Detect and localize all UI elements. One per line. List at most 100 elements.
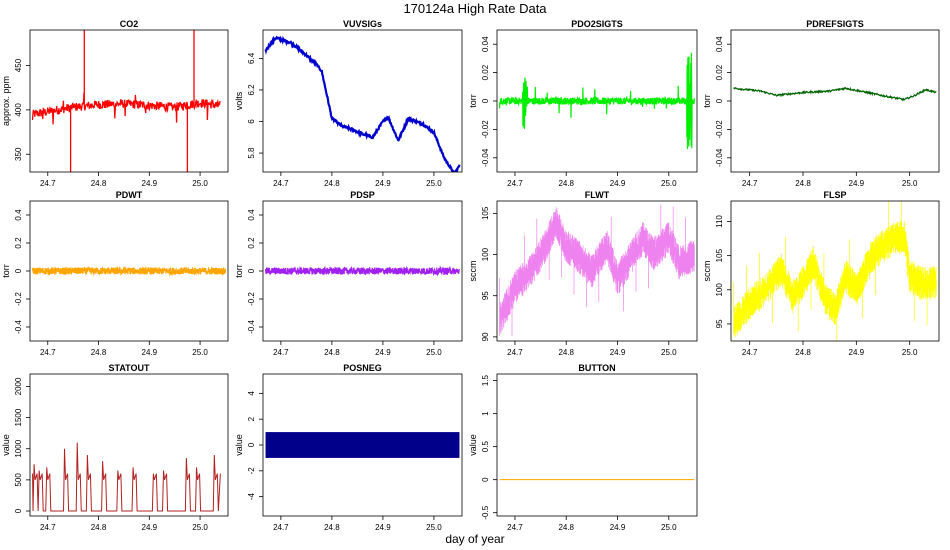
y-tick-label: 0 [481, 98, 490, 103]
x-tick-label: 24.9 [375, 179, 391, 188]
x-tick-label: 24.8 [324, 179, 340, 188]
x-tick-label: 24.8 [795, 348, 811, 357]
x-tick-label: 25.0 [661, 523, 677, 532]
x-tick-label: 24.9 [142, 523, 158, 532]
y-tick-label: 100 [481, 247, 490, 261]
x-tick-label: 24.9 [142, 348, 158, 357]
y-tick-label: 0.2 [14, 237, 23, 249]
panel-title: PDSP [350, 190, 375, 200]
co2-series-line [31, 30, 221, 172]
x-tick-label: 24.9 [610, 348, 626, 357]
y-tick-label: 1 [481, 411, 490, 416]
x-tick-label: 24.7 [273, 348, 289, 357]
flwt-series-band [499, 204, 695, 336]
y-tick-label: 90 [481, 332, 490, 341]
y-tick-label: 0 [481, 477, 490, 482]
y-tick-label: -0.04 [715, 148, 724, 167]
panel-flsp: FLSP sccm 24.7 24.8 24.9 25.0 95 100 105 110 [702, 190, 940, 357]
x-tick-label: 24.8 [91, 348, 107, 357]
y-tick-label: 0.2 [247, 237, 256, 249]
y-tick-label: 1500 [14, 408, 23, 426]
series-group [31, 30, 221, 172]
panel-pdsp: PDSP torr 24.7 24.8 24.9 25.0 -0.4 -0.2 0 0.2 0.4 [234, 190, 463, 357]
x-tick-label: 24.8 [558, 348, 574, 357]
y-tick-label: -4 [247, 493, 256, 501]
x-tick-label: 25.0 [192, 179, 208, 188]
series-group [733, 86, 937, 102]
x-tick-label: 24.7 [40, 348, 56, 357]
panel-pdrefsigts: PDREFSIGTS torr 24.7 24.8 24.9 25.0 -0.04 -0.02… [702, 19, 940, 188]
x-tick-label: 24.8 [558, 523, 574, 532]
pdrefsigts-series-line [733, 86, 937, 102]
y-tick-label: 4 [247, 391, 256, 396]
y-tick-label: 1.5 [481, 374, 490, 386]
x-tick-label: 25.0 [902, 348, 918, 357]
y-tick-label: 1000 [14, 439, 23, 457]
panel-pdo2sigts: PDO2SIGTS torr 24.7 24.8 24.9 25.0 -0.04 -0.02 0… [468, 19, 698, 188]
x-tick-label: 24.7 [507, 348, 523, 357]
y-tick-label: 105 [715, 248, 724, 262]
y-tick-label: 0.04 [481, 36, 490, 52]
y-tick-label: 0.5 [481, 441, 490, 453]
vuvsigs-series-line [264, 35, 461, 172]
x-tick-label: 24.9 [375, 523, 391, 532]
y-tick-label: 0 [14, 268, 23, 273]
panel-title: VUVSIGs [343, 19, 382, 29]
pdsp-series-line [265, 265, 460, 277]
panel-statout: STATOUT value 24.7 24.8 24.9 25.0 0 500 1000 1500… [1, 363, 229, 532]
x-tick-label: 24.9 [849, 179, 865, 188]
x-tick-label: 24.7 [40, 523, 56, 532]
y-tick-label: 0.02 [715, 64, 724, 80]
y-tick-label: 450 [14, 58, 23, 72]
panel-title: STATOUT [109, 363, 150, 373]
series-group [32, 442, 221, 512]
y-tick-label: -2 [247, 467, 256, 475]
y-axis-label: torr [702, 94, 712, 108]
y-tick-label: -0.2 [14, 292, 23, 306]
y-axis-label: torr [1, 264, 11, 278]
x-tick-label: 24.8 [795, 179, 811, 188]
plot-frame [29, 29, 229, 173]
y-tick-label: 0.04 [715, 36, 724, 52]
x-tick-label: 24.7 [507, 179, 523, 188]
y-axis-label: sccm [468, 261, 478, 282]
x-tick-label: 24.7 [507, 523, 523, 532]
y-tick-label: 400 [14, 103, 23, 117]
y-tick-label: 0.02 [481, 64, 490, 80]
panel-title: FLWT [585, 190, 610, 200]
x-tick-label: 24.7 [742, 179, 758, 188]
panel-title: PDO2SIGTS [571, 19, 623, 29]
series-group [499, 52, 695, 150]
x-tick-label: 25.0 [902, 179, 918, 188]
pdo2sigts-series-line [499, 52, 695, 150]
panel-title: CO2 [120, 19, 139, 29]
x-tick-label: 25.0 [426, 523, 442, 532]
y-axis-label: value [234, 434, 244, 456]
panel-pdwt: PDWT torr 24.7 24.8 24.9 25.0 -0.4 -0.2 0 0.2 0.4 [1, 190, 229, 357]
y-tick-label: -0.4 [247, 320, 256, 334]
panel-title: PDREFSIGTS [806, 19, 864, 29]
y-tick-label: 100 [715, 283, 724, 297]
x-tick-label: 24.8 [91, 523, 107, 532]
y-axis-label: volts [234, 91, 244, 110]
x-tick-label: 24.8 [91, 179, 107, 188]
panel-title: FLSP [823, 190, 846, 200]
panel-button: BUTTON value 24.7 24.8 24.9 25.0 -0.5 0 0.5 1 1.5 [468, 363, 698, 532]
x-tick-label: 24.9 [375, 348, 391, 357]
panel-title: PDWT [116, 190, 143, 200]
series-group [265, 432, 460, 458]
y-tick-label: 0.4 [14, 209, 23, 221]
plot-frame [730, 29, 940, 173]
x-axis-label: day of year [445, 532, 504, 546]
plot-frame [496, 200, 698, 342]
y-tick-label: 2 [247, 416, 256, 421]
flsp-series-band [733, 201, 937, 341]
y-tick-label: 2000 [14, 377, 23, 395]
series-group [499, 204, 695, 336]
x-tick-label: 24.9 [610, 523, 626, 532]
panel-vuvsigs: VUVSIGs volts 24.7 24.8 24.9 25.0 5.8 6 6.2 6.4 [234, 19, 463, 188]
y-tick-label: 350 [14, 147, 23, 161]
x-tick-label: 25.0 [661, 179, 677, 188]
x-tick-label: 25.0 [192, 348, 208, 357]
